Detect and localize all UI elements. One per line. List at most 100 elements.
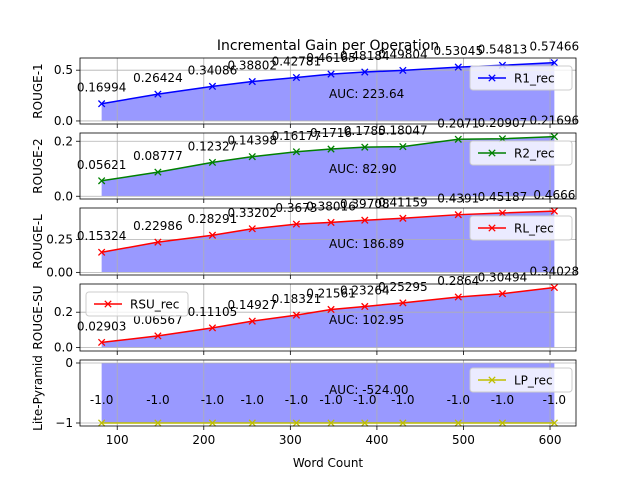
data-point xyxy=(97,419,106,427)
legend: R1_rec xyxy=(469,65,573,91)
auc-area xyxy=(101,211,555,273)
data-point xyxy=(248,152,256,161)
data-label: -1.0 xyxy=(353,393,376,407)
data-point xyxy=(327,218,335,227)
legend: RL_rec xyxy=(469,215,573,241)
data-point xyxy=(550,283,559,292)
legend-box xyxy=(469,65,573,91)
chart-title: Incremental Gain per Operation xyxy=(217,38,439,54)
y-axis-label: Lite-Pyramid xyxy=(31,355,45,431)
data-point xyxy=(399,142,407,151)
data-point xyxy=(248,77,256,86)
data-label: 0.12327 xyxy=(188,139,238,153)
data-point xyxy=(292,220,301,228)
data-point xyxy=(550,58,559,67)
data-point xyxy=(154,238,162,246)
legend-box xyxy=(469,140,573,166)
x-tick-label: 200 xyxy=(192,433,215,447)
data-point xyxy=(97,100,106,108)
data-label: 0.22986 xyxy=(133,219,183,233)
legend-label: RSU_rec xyxy=(130,298,179,312)
data-point xyxy=(454,63,462,71)
data-label: -1.0 xyxy=(491,393,514,407)
x-tick-label: 400 xyxy=(365,433,388,447)
data-label: -1.0 xyxy=(241,393,264,407)
x-tick-label: 500 xyxy=(452,433,475,447)
data-point xyxy=(454,293,462,301)
data-point xyxy=(361,419,369,427)
data-label: -1.0 xyxy=(90,393,113,407)
data-point xyxy=(292,419,301,427)
data-point xyxy=(327,70,335,78)
auc-area xyxy=(101,136,555,197)
data-label: 0.48184 xyxy=(340,49,390,63)
auc-label: AUC: 186.89 xyxy=(329,237,404,251)
y-tick-label: 0.25 xyxy=(46,233,73,247)
data-point xyxy=(292,73,301,82)
y-axis-label: ROUGE-1 xyxy=(31,63,45,118)
data-label: 0.21696 xyxy=(530,114,580,128)
data-label: 0.38802 xyxy=(227,59,277,73)
data-point xyxy=(327,419,335,427)
y-tick-label: 0.0 xyxy=(54,189,73,203)
data-label: -1.0 xyxy=(319,393,342,407)
data-label: 0.18321 xyxy=(272,292,322,306)
panel-2: 0.056210.087770.123270.143980.161770.171… xyxy=(31,114,579,204)
panel-5: -1.0 -1.0 -1.0 -1.0 -1.0 -1.0 -1.0 -1.0 -1.0 -1.0… xyxy=(31,355,577,447)
data-label: 0.33202 xyxy=(227,206,277,220)
data-label: 0.20907 xyxy=(478,116,528,130)
data-point xyxy=(327,145,335,153)
auc-label: AUC: 82.90 xyxy=(329,162,397,176)
legend-box xyxy=(469,367,573,393)
x-tick-label: 100 xyxy=(106,433,129,447)
y-tick-label: −1 xyxy=(55,416,73,430)
data-point xyxy=(154,332,162,340)
data-point xyxy=(292,311,301,319)
legend-box xyxy=(469,215,573,241)
data-point xyxy=(399,214,407,222)
data-label: 0.2071 xyxy=(437,116,479,130)
data-point xyxy=(154,90,162,98)
legend: R2_rec xyxy=(469,140,573,166)
data-label: 0.23264 xyxy=(340,283,390,297)
auc-label: AUC: -524.00 xyxy=(329,383,409,397)
data-point xyxy=(208,231,217,239)
legend-label: R2_rec xyxy=(514,147,555,161)
data-point xyxy=(97,248,106,256)
data-point xyxy=(248,225,256,233)
y-tick-label: 0.0 xyxy=(54,114,73,128)
data-label: -1.0 xyxy=(201,393,224,407)
data-label: 0.14927 xyxy=(227,298,277,312)
x-tick-label: 600 xyxy=(539,433,562,447)
panel-4: 0.02903 0.065670.111050.149270.183210.215… xyxy=(31,264,579,355)
y-tick-label: 0.00 xyxy=(46,265,73,279)
data-point xyxy=(208,419,217,427)
legend-marker xyxy=(488,224,496,232)
panel-frame xyxy=(79,359,577,427)
y-axis-label: ROUGE-2 xyxy=(31,138,45,193)
data-label: 0.45187 xyxy=(478,190,528,204)
data-label: 0.14398 xyxy=(227,134,277,148)
data-label: 0.53045 xyxy=(433,44,483,58)
data-point xyxy=(154,419,162,427)
data-point xyxy=(399,66,407,75)
data-label: -1.0 xyxy=(146,393,169,407)
data-point xyxy=(550,207,559,215)
data-point xyxy=(399,419,407,427)
data-label: 0.30494 xyxy=(478,271,528,285)
y-tick-label: 0.2 xyxy=(54,305,73,319)
data-point xyxy=(454,135,462,143)
data-label: 0.02903 xyxy=(77,319,127,333)
data-label: 0.08777 xyxy=(133,149,183,163)
data-point xyxy=(498,419,507,427)
data-point xyxy=(361,216,369,224)
y-tick-label: 0.2 xyxy=(54,134,73,148)
data-label: 0.38016 xyxy=(306,199,356,213)
data-label: 0.57466 xyxy=(530,40,580,54)
auc-area xyxy=(101,62,555,121)
data-point xyxy=(454,419,462,427)
y-tick-label: 0.5 xyxy=(54,63,73,77)
data-label: 0.41159 xyxy=(378,195,428,209)
